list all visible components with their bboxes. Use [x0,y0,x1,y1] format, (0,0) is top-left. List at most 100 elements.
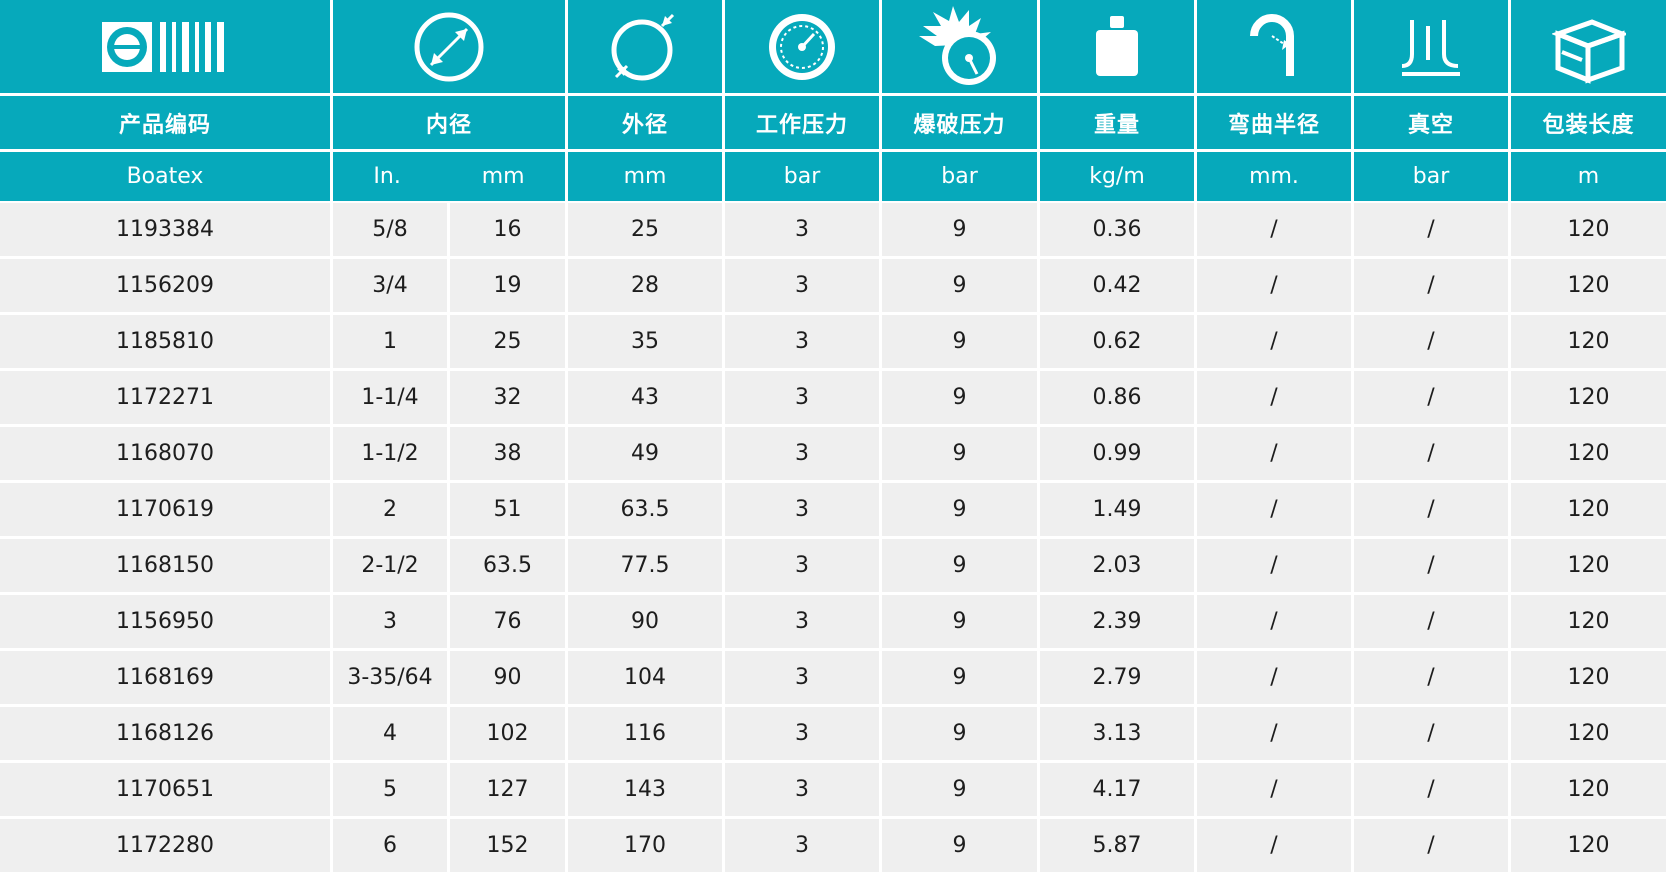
cell-bend-radius: / [1194,371,1351,424]
cell-bend-radius: / [1194,483,1351,536]
cell-product-code: 1156209 [116,273,214,298]
cell-pack-length: 120 [1508,651,1666,704]
column-name-row: 产品编码 内径 外径 工作压力 爆破压力 重量 弯曲半径 真空 包装长度 [0,96,1666,149]
cell-work-pressure: 3 [722,203,879,256]
cell-outer-mm: 116 [565,707,722,760]
cell-inner-mm: 38 [447,427,565,480]
cell-inner-mm: 19 [447,259,565,312]
cell-burst-pressure: 9 [879,483,1037,536]
cell-weight: 2.39 [1037,595,1194,648]
cell-vacuum: / [1351,315,1508,368]
cell-inner-in: 5/8 [330,203,447,256]
col-work-pressure-heading: 工作压力 [722,96,879,149]
cell-work-pressure: 3 [722,595,879,648]
cell-work-pressure: 3 [722,763,879,816]
outer-diameter-icon [565,0,722,93]
cell-bend-radius: / [1194,203,1351,256]
table-row: 1172280 6 152 170 3 9 5.87//120 [0,819,1666,875]
cell-work-pressure: 3 [722,315,879,368]
cell-burst-pressure: 9 [879,315,1037,368]
col-vacuum-heading: 真空 [1351,96,1508,149]
table-row: 1170619 2 51 63.5 3 9 1.49//120 [0,483,1666,539]
cell-vacuum: / [1351,259,1508,312]
cell-inner-in: 3-35/64 [330,651,447,704]
cell-work-pressure: 3 [722,707,879,760]
col-burst-pressure-heading: 爆破压力 [879,96,1037,149]
cell-product-code: 1168169 [116,665,214,690]
cell-vacuum: / [1351,707,1508,760]
cell-weight: 3.13 [1037,707,1194,760]
table-body: 1193384 5/8 16 25 3 9 0.36//120 1156209 3/4 19 28 3… [0,203,1666,875]
cell-weight: 0.86 [1037,371,1194,424]
cell-bend-radius: / [1194,259,1351,312]
unit-work-pressure: bar [722,152,879,201]
cell-inner-in: 1-1/2 [330,427,447,480]
table-row: 1156950 3 76 90 3 9 2.39//120 [0,595,1666,651]
table-row: 1168126 4 102 116 3 9 3.13//120 [0,707,1666,763]
cell-work-pressure: 3 [722,539,879,592]
cell-burst-pressure: 9 [879,539,1037,592]
cell-inner-mm: 25 [447,315,565,368]
weight-icon [1037,0,1194,93]
cell-work-pressure: 3 [722,483,879,536]
cell-weight: 0.42 [1037,259,1194,312]
burst-pressure-gauge-icon [879,0,1037,93]
cell-outer-mm: 25 [565,203,722,256]
cell-pack-length: 120 [1508,595,1666,648]
col-outer-heading: 外径 [565,96,722,149]
cell-burst-pressure: 9 [879,259,1037,312]
cell-weight: 0.36 [1037,203,1194,256]
cell-outer-mm: 170 [565,819,722,872]
table-row: 1168070 1-1/2 38 49 3 9 0.99//120 [0,427,1666,483]
cell-pack-length: 120 [1508,371,1666,424]
cell-inner-in: 1-1/4 [330,371,447,424]
cell-work-pressure: 3 [722,651,879,704]
icon-header-row [0,0,1666,93]
unit-burst-pressure: bar [879,152,1037,201]
table-row: 1185810 1 25 35 3 9 0.62//120 [0,315,1666,371]
vacuum-icon [1351,0,1508,93]
table-row: 1172271 1-1/4 32 43 3 9 0.86//120 [0,371,1666,427]
cell-inner-in: 1 [330,315,447,368]
row-divider [0,93,1666,96]
row-divider [0,149,1666,152]
cell-inner-mm: 63.5 [447,539,565,592]
cell-vacuum: / [1351,819,1508,872]
cell-inner-mm: 127 [447,763,565,816]
col-pack-length-heading: 包装长度 [1508,96,1666,149]
cell-vacuum: / [1351,371,1508,424]
cell-inner-in: 3/4 [330,259,447,312]
cell-bend-radius: / [1194,427,1351,480]
cell-product-code: 1172271 [116,385,214,410]
cell-product-code: 1185810 [116,329,214,354]
cell-bend-radius: / [1194,763,1351,816]
working-pressure-gauge-icon [722,0,879,93]
cell-outer-mm: 35 [565,315,722,368]
cell-weight: 1.49 [1037,483,1194,536]
cell-outer-mm: 28 [565,259,722,312]
cell-inner-in: 2-1/2 [330,539,447,592]
cell-bend-radius: / [1194,595,1351,648]
cell-burst-pressure: 9 [879,763,1037,816]
cell-product-code: 1172280 [116,833,214,858]
unit-pack-length: m [1508,152,1666,201]
col-bend-radius-heading: 弯曲半径 [1194,96,1351,149]
cell-pack-length: 120 [1508,203,1666,256]
cell-work-pressure: 3 [722,259,879,312]
cell-vacuum: / [1351,203,1508,256]
cell-inner-in: 4 [330,707,447,760]
cell-burst-pressure: 9 [879,371,1037,424]
cell-inner-mm: 102 [447,707,565,760]
cell-weight: 0.99 [1037,427,1194,480]
unit-code: Boatex [126,164,204,189]
unit-row: Boatex In. mm mm bar bar kg/m mm. bar m [0,152,1666,201]
cell-product-code: 1168070 [116,441,214,466]
cell-weight: 0.62 [1037,315,1194,368]
unit-inner: In. mm [330,152,565,201]
cell-product-code: 1170619 [116,497,214,522]
cell-inner-in: 6 [330,819,447,872]
table-row: 1193384 5/8 16 25 3 9 0.36//120 [0,203,1666,259]
cell-vacuum: / [1351,427,1508,480]
cell-pack-length: 120 [1508,707,1666,760]
